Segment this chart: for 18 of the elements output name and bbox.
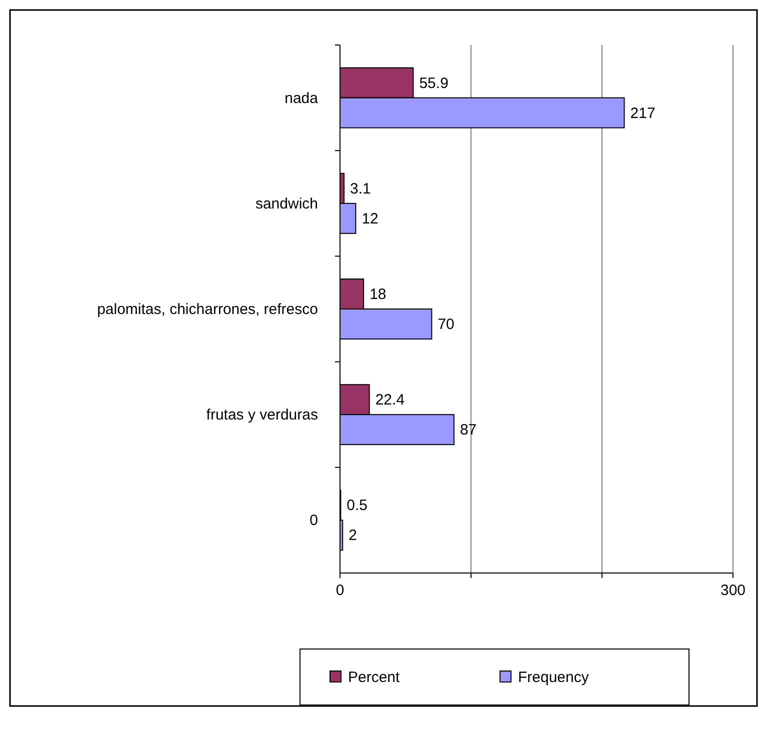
data-label: 22.4 — [375, 392, 405, 409]
data-label: 12 — [362, 210, 378, 228]
data-label: 3.1 — [350, 180, 371, 198]
data-label: 55.9 — [419, 74, 448, 92]
y-tick-label: frutas y verduras — [206, 406, 318, 424]
x-tick-label: 300 — [720, 582, 746, 599]
data-label: 87 — [460, 422, 477, 439]
data-label: 217 — [630, 104, 656, 122]
y-tick-label: 0 — [310, 512, 318, 530]
y-tick-label: nada — [284, 90, 319, 107]
data-label: 18 — [370, 286, 386, 303]
y-tick-label: palomitas, chicharrones, refresco — [97, 301, 318, 318]
data-label: 0.5 — [346, 497, 368, 514]
data-label: 2 — [348, 527, 357, 544]
y-tick-label: sandwich — [255, 195, 318, 212]
data-label: 70 — [438, 316, 454, 333]
legend-label: Percent — [348, 669, 401, 686]
legend-label: Frequency — [518, 669, 590, 686]
